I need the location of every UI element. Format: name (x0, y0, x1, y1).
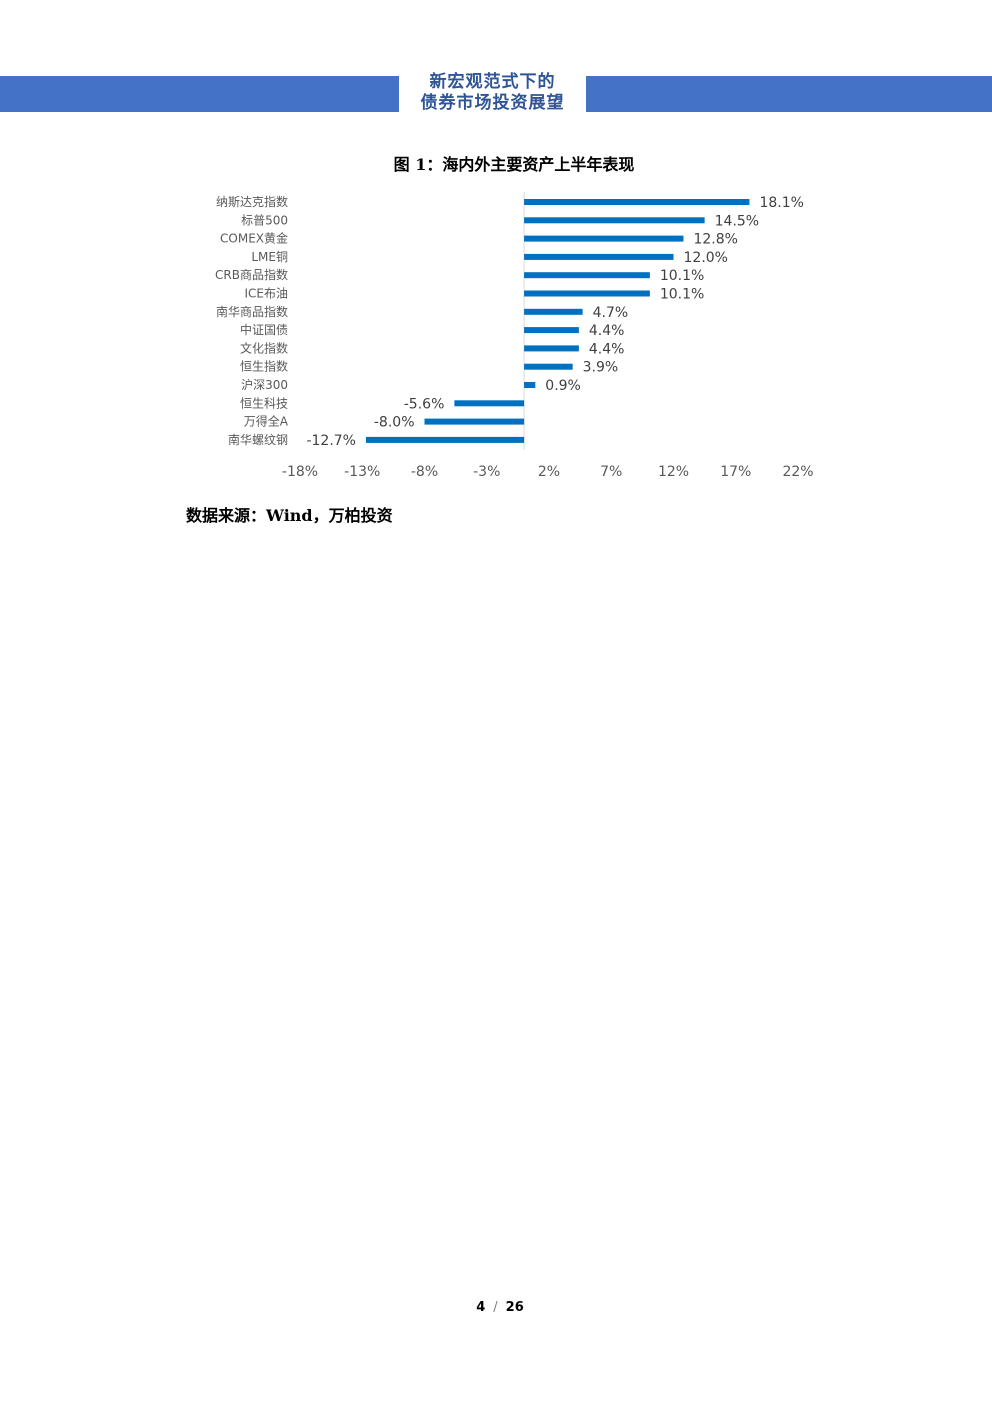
x-tick-label: 7% (600, 464, 622, 480)
bar (365, 436, 525, 443)
category-label: 南华螺纹钢 (228, 432, 288, 447)
x-tick-label: -8% (411, 464, 438, 480)
category-label: 中证国债 (240, 322, 288, 337)
figure-caption: 图 1：海内外主要资产上半年表现 (393, 155, 635, 174)
category-label: 恒生科技 (240, 396, 288, 410)
bar (454, 400, 525, 407)
x-tick-label: 22% (782, 464, 813, 480)
data-label: 18.1% (759, 195, 803, 211)
category-label: ICE布油 (244, 287, 288, 301)
data-label: -12.7% (306, 433, 356, 449)
category-label: 恒生指数 (240, 359, 288, 374)
category-label: 万得全A (244, 414, 289, 429)
header-title-line1: 新宏观范式下的 (429, 72, 556, 92)
category-label: 文化指数 (240, 340, 288, 355)
category-label: 纳斯达克指数 (216, 194, 288, 209)
x-tick-label: -18% (282, 464, 318, 480)
category-label: LME铜 (251, 249, 288, 264)
data-label: 12.8% (693, 232, 737, 248)
data-label: 12.0% (684, 250, 728, 266)
category-label: 标普500 (241, 213, 288, 227)
page-separator: / (493, 1300, 498, 1315)
bar (524, 327, 579, 334)
page-current: 4 (476, 1300, 486, 1315)
x-tick-label: -3% (473, 464, 500, 480)
bar-chart: 纳斯达克指数 18.1% 标普500 14.5% COMEX黄金 12.8% LME铜 12.… (215, 192, 814, 480)
header-bar-right (586, 76, 992, 112)
x-tick-label: 17% (720, 464, 751, 480)
category-label: CRB商品指数 (215, 267, 288, 282)
bar (524, 382, 536, 388)
data-label: -8.0% (374, 415, 415, 431)
data-label: 10.1% (660, 268, 704, 284)
bar (524, 290, 650, 297)
x-tick-label: 12% (658, 464, 689, 480)
bar (524, 272, 650, 279)
category-label: 南华商品指数 (216, 304, 288, 319)
header-title: 新宏观范式下的 债券市场投资展望 (399, 72, 586, 114)
page-total: 26 (505, 1300, 524, 1315)
bar (524, 253, 674, 260)
page-number: 4 / 26 (0, 1300, 992, 1315)
x-tick-label: 2% (538, 464, 560, 480)
data-label: 4.4% (589, 323, 625, 339)
data-label: 10.1% (660, 287, 704, 303)
data-label: 14.5% (715, 213, 759, 229)
header-title-line2: 债券市场投资展望 (420, 93, 565, 113)
data-label: 3.9% (583, 360, 619, 376)
bar (524, 199, 750, 205)
data-source: 数据来源：Wind，万柏投资 (186, 506, 393, 525)
bar (524, 363, 573, 370)
bar (424, 418, 525, 425)
bar (524, 345, 579, 352)
bar (524, 308, 583, 315)
data-label: -5.6% (404, 396, 445, 412)
header-bar-left (0, 76, 399, 112)
category-label: COMEX黄金 (220, 231, 288, 246)
x-tick-label: -13% (344, 464, 380, 480)
bar (524, 217, 705, 224)
data-label: 4.4% (589, 341, 625, 357)
data-label: 0.9% (545, 378, 581, 394)
category-label: 沪深300 (241, 378, 288, 392)
data-label: 4.7% (593, 305, 629, 321)
bar (524, 235, 684, 242)
